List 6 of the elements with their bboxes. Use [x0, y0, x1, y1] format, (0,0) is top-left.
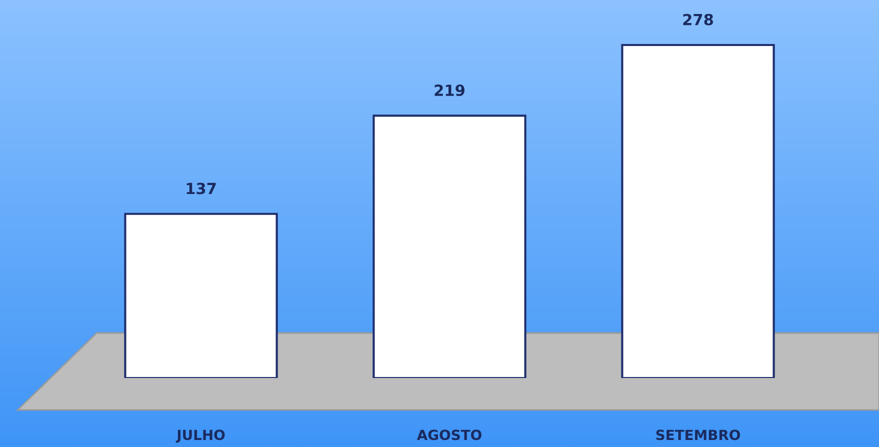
- data-label: 278: [683, 14, 713, 26]
- data-label: 219: [434, 84, 464, 96]
- data-label: 137: [186, 182, 216, 194]
- x-tick-label: SETEMBRO: [656, 430, 740, 440]
- x-tick-label: JULHO: [176, 430, 225, 443]
- x-tick-label: AGOSTO: [416, 430, 482, 440]
